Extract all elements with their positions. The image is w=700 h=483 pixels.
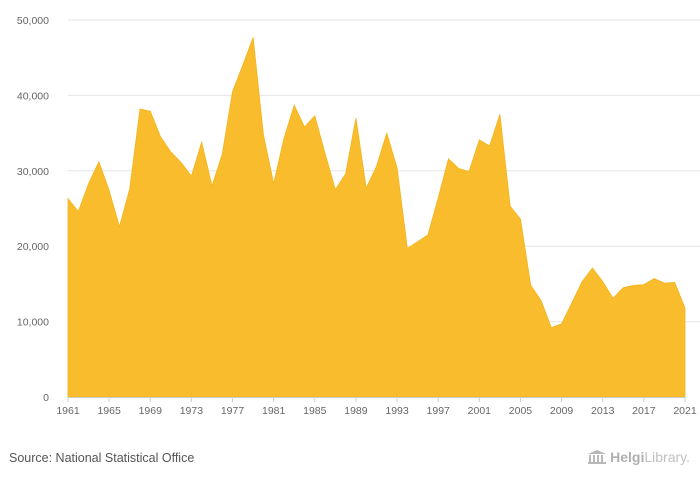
- y-tick-label: 40,000: [17, 90, 49, 102]
- x-tick-label: 2013: [591, 405, 615, 417]
- brand-name: Helgi: [610, 449, 645, 465]
- data-area-layer: [67, 37, 686, 398]
- x-tick-label: 2005: [509, 405, 533, 417]
- x-tick-label: 1981: [262, 405, 286, 417]
- x-tick-label: 1961: [56, 405, 80, 417]
- y-tick-label: 20,000: [17, 241, 49, 253]
- data-area: [67, 37, 686, 398]
- y-tick-label: 0: [43, 392, 49, 404]
- x-tick-label: 1977: [221, 405, 245, 417]
- brand-suffix: Library.: [644, 449, 690, 465]
- x-tick-label: 1997: [427, 405, 451, 417]
- axes: 0 10,000 20,000 30,000 40,000 50,000 1961 1965 1…: [17, 15, 697, 417]
- source-note: Source: National Statistical Office: [9, 451, 195, 465]
- brand-logo[interactable]: Helgi Library.: [587, 449, 690, 465]
- x-tick-label: 1965: [97, 405, 121, 417]
- x-tick-label: 1993: [385, 405, 409, 417]
- y-tick-label: 50,000: [17, 15, 49, 27]
- x-tick-label: 1973: [180, 405, 204, 417]
- x-tick-label: 1985: [303, 405, 327, 417]
- x-tick-label: 1969: [139, 405, 163, 417]
- y-tick-label: 30,000: [17, 166, 49, 178]
- x-tick-label: 2017: [632, 405, 656, 417]
- y-tick-label: 10,000: [17, 317, 49, 329]
- x-tick-label: 2001: [468, 405, 492, 417]
- x-tick-label: 2009: [550, 405, 574, 417]
- x-tick-label: 2021: [673, 405, 697, 417]
- x-tick-label: 1989: [344, 405, 368, 417]
- area-chart: 0 10,000 20,000 30,000 40,000 50,000 1961 1965 1…: [17, 15, 700, 417]
- library-columns-icon: [588, 450, 607, 464]
